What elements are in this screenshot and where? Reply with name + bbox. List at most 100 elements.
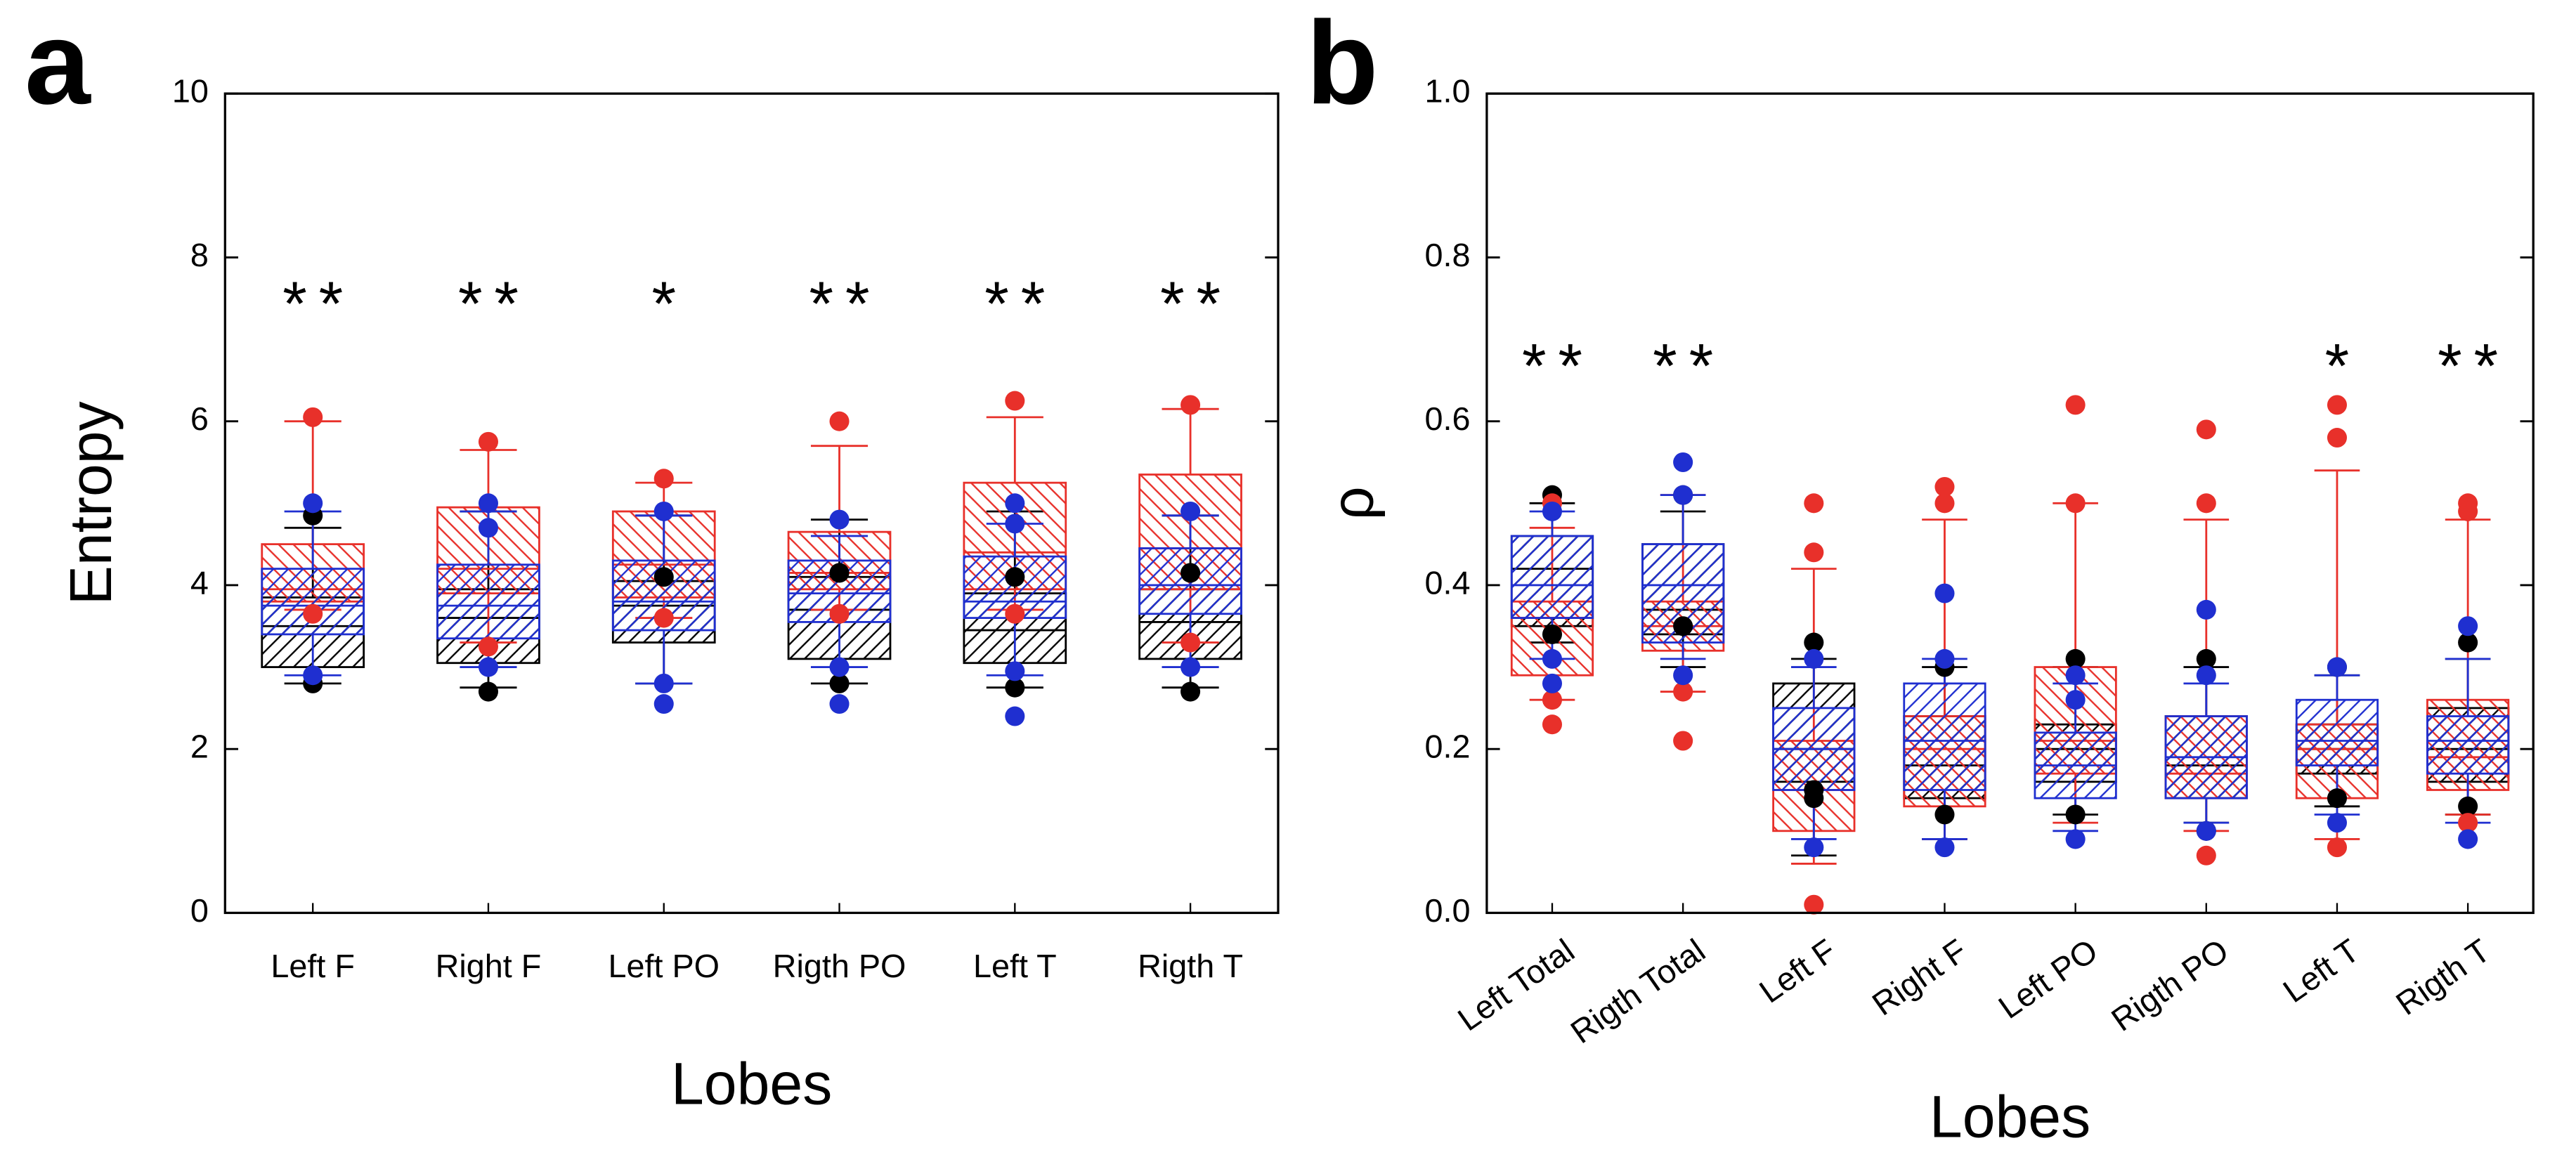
significance-star: * [282,269,307,339]
x-tick-label: Rigth T [2389,932,2497,1023]
significance-star: * [1197,269,1221,339]
x-tick-label: Right F [1866,932,1973,1023]
outlier [1542,690,1563,710]
y-tick-label: 1.0 [1425,73,1471,110]
outlier [478,657,499,677]
outlier [478,493,499,514]
outlier [1804,837,1824,858]
box [2426,715,2510,775]
x-tick-label: Rigth PO [2105,932,2235,1038]
plot-frame [223,92,1280,915]
outlier [829,603,850,624]
outlier [2327,788,2347,809]
outlier [2065,493,2086,514]
y-tick-label: 10 [172,73,209,110]
y-axis-label: Entropy [58,401,124,605]
outlier [2065,804,2086,825]
outlier [829,657,850,677]
outlier [1934,804,1955,825]
outlier [1804,788,1824,809]
x-tick-label: Right F [436,948,542,984]
outlier [1934,476,1955,497]
outlier [2458,632,2478,653]
outlier [303,493,323,514]
outlier [1804,894,1824,915]
box [1510,535,1594,619]
outlier [303,407,323,427]
box [2295,698,2379,766]
outlier [2065,648,2086,669]
outlier [1542,714,1563,735]
outlier [2196,821,2216,841]
significance-star: * [1653,332,1677,401]
outlier [2458,501,2478,521]
x-tick-label: Left F [271,948,355,984]
outlier [1934,583,1955,603]
outlier [653,567,674,587]
significance-star: * [1021,269,1046,339]
outlier [2327,427,2347,448]
y-tick-label: 0 [190,892,209,929]
significance-star: * [1558,332,1582,401]
outlier [1673,616,1693,636]
outlier [2327,657,2347,677]
x-axis-label: Lobes [1930,1083,2090,1149]
outlier [829,563,850,583]
outlier [303,603,323,624]
outlier [653,469,674,489]
x-tick-label: Rigth Total [1564,932,1712,1051]
x-tick-label: Left Total [1451,932,1581,1038]
outlier [1934,648,1955,669]
outlier [1934,493,1955,514]
outlier [1673,731,1693,751]
outlier [1673,485,1693,505]
outlier [653,501,674,521]
x-tick-label: Left PO [1992,932,2105,1026]
significance-star: * [651,269,676,339]
significance-star: * [2438,332,2462,401]
significance-star: * [494,269,519,339]
outlier [1673,665,1693,686]
outlier [1542,648,1563,669]
outlier [1005,391,1025,411]
outlier [1005,493,1025,514]
outlier [1180,563,1201,583]
panel-label: a [25,0,91,129]
significance-star: * [1689,332,1714,401]
outlier [1804,493,1824,514]
outlier [2065,395,2086,415]
significance-star: * [1160,269,1185,339]
outlier [1804,542,1824,563]
outlier [478,681,499,702]
outlier [1180,501,1201,521]
outlier [2065,829,2086,849]
outlier [2196,599,2216,620]
x-tick-label: Left F [1752,932,1842,1010]
outlier [478,636,499,657]
outlier [1180,632,1201,653]
plot-frame [1485,92,2535,915]
outlier [2196,493,2216,514]
outlier [1005,514,1025,534]
y-tick-label: 2 [190,729,209,765]
outlier [2065,665,2086,686]
y-tick-label: 0.0 [1425,892,1471,929]
x-tick-label: Rigth T [1138,948,1243,984]
outlier [1804,632,1824,653]
significance-star: * [1522,332,1547,401]
y-tick-label: 8 [190,237,209,273]
outlier [1005,677,1025,698]
outlier [1180,395,1201,415]
outlier [1542,624,1563,644]
outlier [478,518,499,538]
outlier [653,694,674,714]
outlier [2458,813,2478,833]
box [261,568,365,636]
box [1903,682,1986,791]
outlier [478,431,499,452]
outlier [1934,837,1955,858]
x-tick-label: Left PO [608,948,720,984]
outlier [1804,648,1824,669]
outlier [303,665,323,686]
significance-star: * [984,269,1009,339]
